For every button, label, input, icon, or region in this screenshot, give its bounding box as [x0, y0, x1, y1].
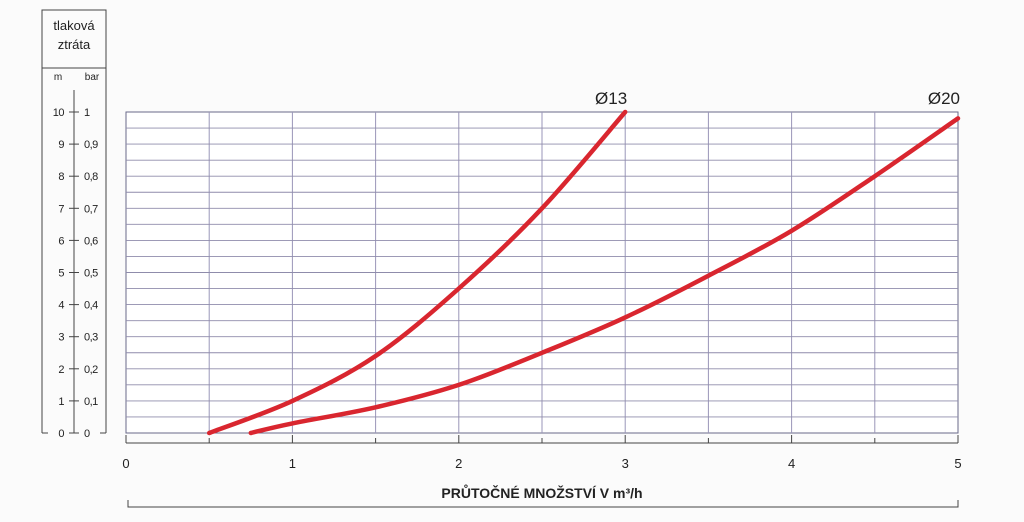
x-tick-label: 3 — [622, 456, 629, 471]
series-13-label: Ø13 — [595, 89, 627, 108]
y-tick-label-m: 0 — [58, 428, 64, 440]
x-tick-label: 5 — [954, 456, 961, 471]
x-axis-title: PRŮTOČNÉ MNOŽSTVÍ V m³/h — [441, 483, 642, 501]
y-tick-label-bar: 0,8 — [84, 171, 98, 183]
series-20-line — [248, 116, 961, 436]
y-tick-label-bar: 0,7 — [84, 203, 98, 215]
y-unit-m: m — [54, 72, 62, 83]
y-tick-label-bar: 0,2 — [84, 364, 98, 376]
x-tick-label: 2 — [455, 456, 462, 471]
x-axis-bracket — [127, 500, 959, 508]
y-tick-label-m: 6 — [58, 235, 64, 247]
y-tick-label-m: 4 — [58, 300, 64, 312]
y-tick-label-bar: 1 — [84, 107, 90, 119]
y-tick-label-m: 7 — [58, 203, 64, 215]
plot-area: Ø13 Ø20 — [125, 89, 961, 436]
y-tick-label-m: 10 — [53, 107, 65, 119]
x-tick-label: 0 — [122, 456, 129, 471]
y-tick-label-bar: 0 — [84, 428, 90, 440]
y-tick-label-m: 9 — [58, 139, 64, 151]
y-axis-panel: tlaková ztráta m bar 0 0 1 0,1 2 0,2 3 0,3 4 0,4 5… — [41, 9, 107, 440]
y-tick-label-m: 3 — [58, 332, 64, 344]
y-unit-bar: bar — [85, 72, 100, 83]
y-tick-label-bar: 0,4 — [84, 300, 98, 312]
y-tick-label-m: 8 — [58, 171, 64, 183]
y-tick-label-m: 1 — [58, 396, 64, 408]
series-20-label: Ø20 — [928, 89, 960, 108]
x-tick-label: 4 — [788, 456, 795, 471]
y-tick-label-bar: 0,1 — [84, 396, 98, 408]
y-tick-label-bar: 0,9 — [84, 139, 98, 151]
y-tick-label-m: 2 — [58, 364, 64, 376]
y-axis-header-box — [41, 9, 107, 69]
y-tick-label-bar: 0,3 — [84, 332, 98, 344]
y-tick-label-bar: 0,5 — [84, 268, 98, 280]
series-13-line — [206, 109, 628, 436]
x-axis: 0 1 2 3 4 5 — [122, 435, 962, 471]
y-axis-title-line-2: ztráta — [58, 37, 91, 52]
y-tick-label-bar: 0,6 — [84, 235, 98, 247]
y-axis-title-line-1: tlaková — [53, 18, 95, 33]
y-axis-ticks: 0 0 1 0,1 2 0,2 3 0,3 4 0,4 5 0,5 6 0,6 7 0,7 8 0,8 9 0,9 10… — [53, 107, 99, 440]
y-tick-label-m: 5 — [58, 268, 64, 280]
x-tick-label: 1 — [289, 456, 296, 471]
